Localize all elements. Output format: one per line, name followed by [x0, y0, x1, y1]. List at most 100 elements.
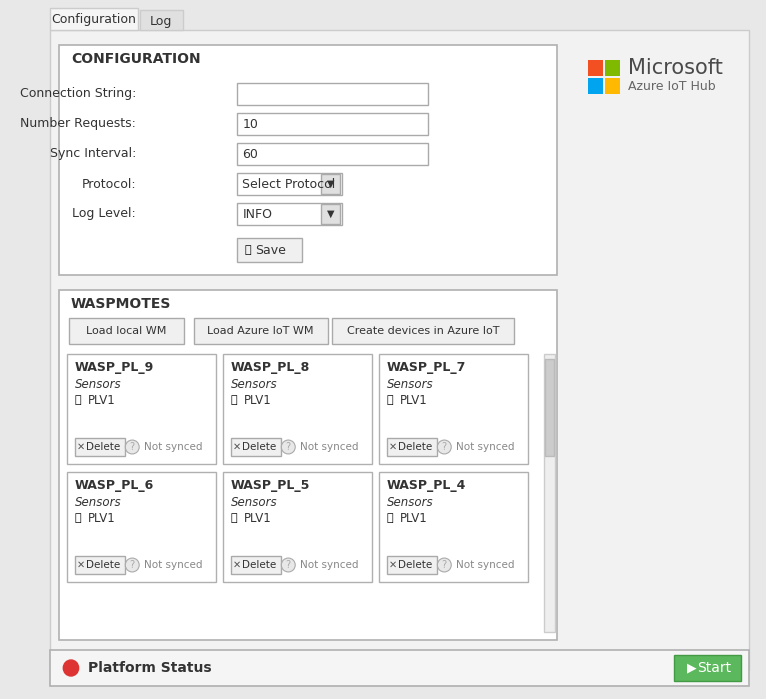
Text: Log Level:: Log Level:: [72, 208, 136, 220]
Text: CONFIGURATION: CONFIGURATION: [71, 52, 201, 66]
Bar: [237, 113, 428, 135]
Text: ?: ?: [129, 442, 135, 452]
Bar: [237, 173, 342, 195]
Text: ✕: ✕: [233, 560, 241, 570]
Bar: [588, 60, 604, 76]
Text: ?: ?: [129, 560, 135, 570]
Bar: [387, 556, 437, 574]
Bar: [194, 318, 328, 344]
Bar: [321, 174, 340, 194]
Text: Delete: Delete: [398, 442, 433, 452]
Text: 🏷: 🏷: [387, 513, 394, 523]
Text: ▶: ▶: [686, 661, 696, 675]
Text: ?: ?: [286, 560, 291, 570]
Text: Not synced: Not synced: [456, 560, 514, 570]
Bar: [60, 290, 558, 640]
Text: WASP_PL_8: WASP_PL_8: [231, 361, 310, 375]
Text: Delete: Delete: [398, 560, 433, 570]
Bar: [605, 78, 620, 94]
Text: Platform Status: Platform Status: [88, 661, 212, 675]
Text: Not synced: Not synced: [300, 442, 358, 452]
Bar: [379, 354, 528, 464]
Bar: [50, 650, 749, 686]
Text: Sync Interval:: Sync Interval:: [50, 147, 136, 161]
Bar: [588, 78, 604, 94]
Text: Number Requests:: Number Requests:: [20, 117, 136, 131]
Text: Microsoft: Microsoft: [628, 58, 723, 78]
Text: Protocol:: Protocol:: [81, 178, 136, 191]
Text: Start: Start: [697, 661, 732, 675]
Bar: [237, 238, 302, 262]
Text: WASP_PL_7: WASP_PL_7: [387, 361, 466, 375]
Text: Sensors: Sensors: [231, 377, 277, 391]
Bar: [231, 556, 280, 574]
Text: Delete: Delete: [87, 442, 120, 452]
Bar: [379, 472, 528, 582]
Bar: [231, 438, 280, 456]
Text: Sensors: Sensors: [75, 496, 122, 508]
Text: Sensors: Sensors: [387, 377, 434, 391]
Text: Connection String:: Connection String:: [20, 87, 136, 101]
Bar: [237, 203, 342, 225]
Text: ▼: ▼: [326, 179, 334, 189]
Text: Not synced: Not synced: [456, 442, 514, 452]
Text: Not synced: Not synced: [144, 442, 202, 452]
Text: PLV1: PLV1: [88, 512, 116, 524]
Text: WASP_PL_5: WASP_PL_5: [231, 480, 310, 493]
Text: ✕: ✕: [388, 442, 397, 452]
Bar: [67, 354, 215, 464]
Text: 🏷: 🏷: [75, 395, 81, 405]
Text: ✕: ✕: [233, 442, 241, 452]
Bar: [69, 318, 184, 344]
Text: 10: 10: [242, 117, 258, 131]
Text: 60: 60: [242, 147, 258, 161]
Text: 🏷: 🏷: [231, 513, 237, 523]
Text: ?: ?: [442, 442, 447, 452]
Text: Not synced: Not synced: [300, 560, 358, 570]
Text: Create devices in Azure IoT: Create devices in Azure IoT: [347, 326, 499, 336]
Text: WASP_PL_4: WASP_PL_4: [387, 480, 466, 493]
Text: ✕: ✕: [388, 560, 397, 570]
Bar: [387, 438, 437, 456]
Text: Sensors: Sensors: [75, 377, 122, 391]
Bar: [67, 472, 215, 582]
Text: Load local WM: Load local WM: [87, 326, 167, 336]
Bar: [223, 354, 372, 464]
Text: Delete: Delete: [243, 560, 277, 570]
Bar: [237, 83, 428, 105]
Text: ✕: ✕: [77, 442, 84, 452]
Bar: [332, 318, 514, 344]
Text: Save: Save: [256, 243, 286, 257]
Text: 🏷: 🏷: [75, 513, 81, 523]
Text: INFO: INFO: [242, 208, 273, 220]
Text: Delete: Delete: [243, 442, 277, 452]
Text: PLV1: PLV1: [88, 394, 116, 407]
Text: Azure IoT Hub: Azure IoT Hub: [628, 80, 715, 92]
Text: 🏷: 🏷: [231, 395, 237, 405]
Text: WASPMOTES: WASPMOTES: [71, 297, 172, 311]
Text: Sensors: Sensors: [387, 496, 434, 508]
Bar: [545, 359, 555, 456]
Bar: [605, 60, 620, 76]
Text: PLV1: PLV1: [244, 512, 272, 524]
Text: ?: ?: [442, 560, 447, 570]
Bar: [140, 10, 183, 30]
Bar: [75, 556, 125, 574]
Bar: [60, 45, 558, 275]
Bar: [321, 204, 340, 224]
Text: ✕: ✕: [77, 560, 84, 570]
Text: Configuration: Configuration: [51, 13, 136, 25]
Text: Select Protocol: Select Protocol: [242, 178, 336, 191]
Circle shape: [64, 660, 79, 676]
Text: Log: Log: [150, 15, 172, 27]
Bar: [674, 655, 741, 681]
Text: Sensors: Sensors: [231, 496, 277, 508]
Bar: [50, 8, 138, 30]
Text: Delete: Delete: [87, 560, 120, 570]
Text: Load Azure IoT WM: Load Azure IoT WM: [208, 326, 314, 336]
Bar: [544, 354, 555, 632]
Text: ▼: ▼: [326, 209, 334, 219]
Bar: [223, 472, 372, 582]
Text: PLV1: PLV1: [244, 394, 272, 407]
Bar: [75, 438, 125, 456]
